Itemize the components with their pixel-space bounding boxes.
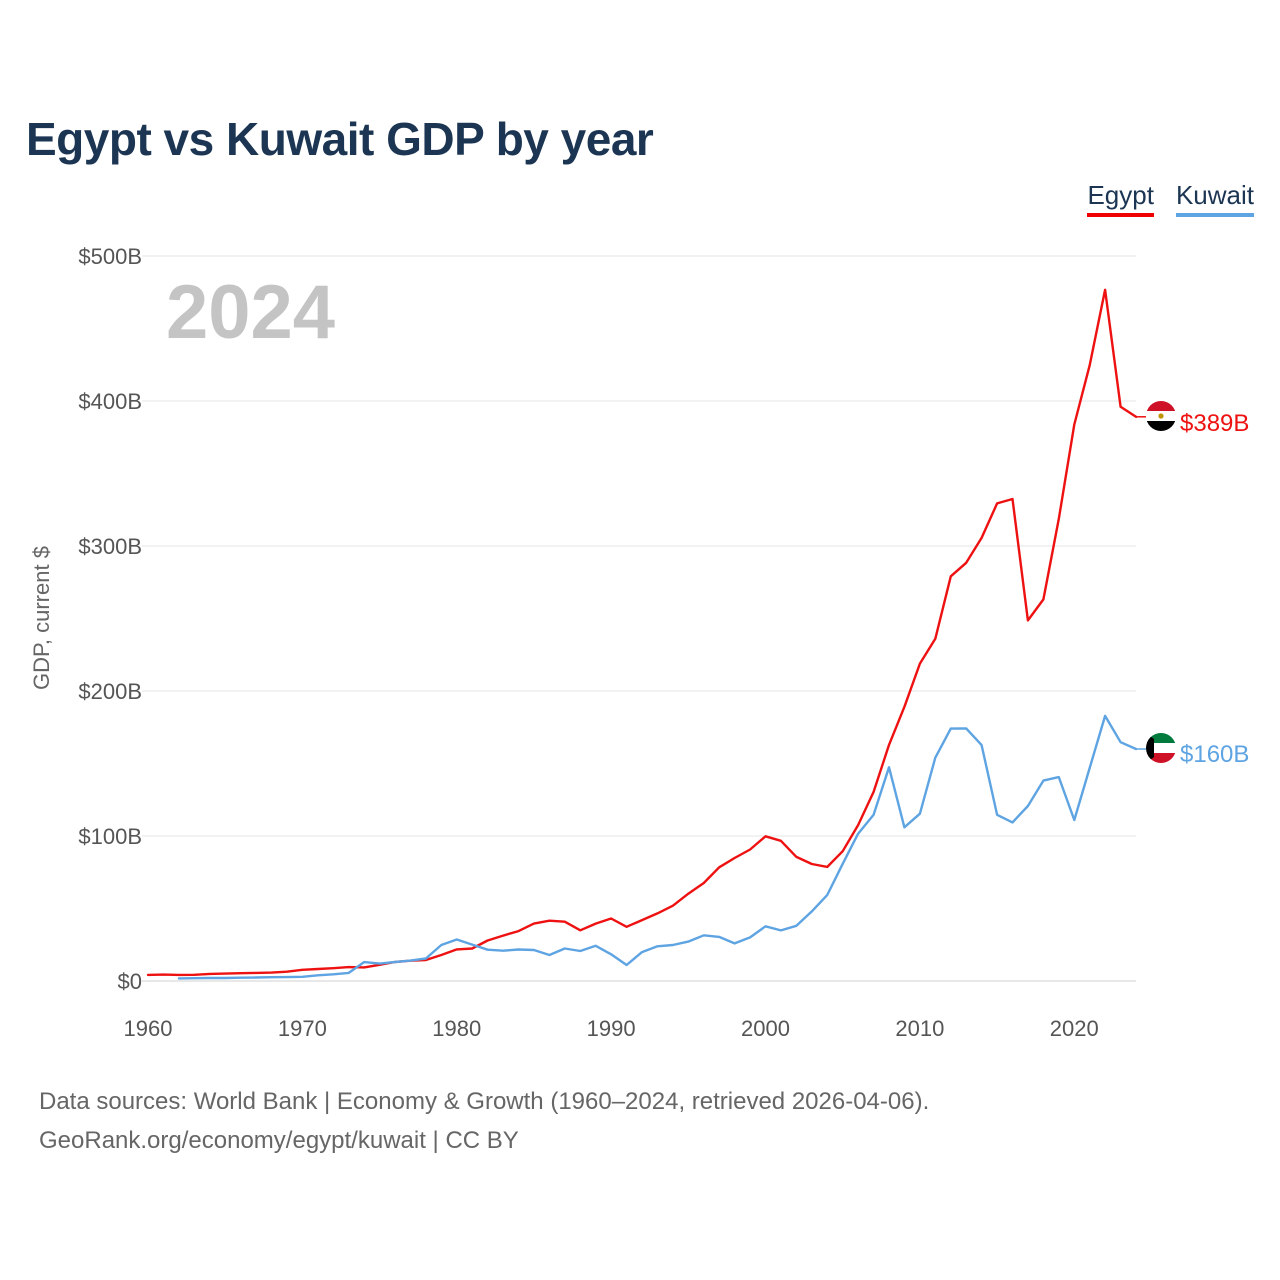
series-line-egypt [146,288,1138,977]
y-tick-label: $100B [78,824,142,849]
year-watermark: 2024 [166,270,335,355]
line-chart: $0 $100B $200B $300B $400B $500B 1960 1970 1980… [29,244,1249,1041]
chart-title: Egypt vs Kuwait GDP by year [26,113,654,165]
source-line-2[interactable]: GeoRank.org/economy/egypt/kuwait | CC BY [39,1127,519,1154]
legend-item-egypt[interactable]: Egypt [1087,180,1154,217]
y-tick-label: $200B [78,679,142,704]
source-note: Data sources: World Bank | Economy & Gro… [39,1082,929,1160]
y-tick-label: $400B [78,389,142,414]
y-tick-label: $500B [78,244,142,269]
series-line-kuwait [177,714,1138,980]
y-axis-title: GDP, current $ [29,546,54,690]
x-axis-ticks: 1960 1970 1980 1990 2000 2010 2020 [124,1016,1099,1041]
y-tick-label: $300B [78,534,142,559]
x-tick-label: 2020 [1050,1016,1099,1041]
x-tick-label: 2010 [895,1016,944,1041]
legend: Egypt Kuwait [1087,180,1254,217]
x-tick-label: 1980 [432,1016,481,1041]
series-lines [146,288,1138,980]
source-line-1: Data sources: World Bank | Economy & Gro… [39,1088,930,1115]
x-tick-label: 1960 [124,1016,173,1041]
x-tick-label: 1970 [278,1016,327,1041]
gridlines [142,255,1136,982]
y-tick-label: $0 [118,969,142,994]
series-endpoints: $389B $160B [1136,410,1249,768]
y-axis-ticks: $0 $100B $200B $300B $400B $500B [78,244,142,994]
end-value-label-kuwait: $160B [1180,741,1249,768]
end-value-label-egypt: $389B [1180,410,1249,437]
x-tick-label: 1990 [587,1016,636,1041]
egypt-flag-icon [1146,401,1176,431]
x-tick-label: 2000 [741,1016,790,1041]
kuwait-flag-icon [1146,733,1176,763]
legend-item-kuwait[interactable]: Kuwait [1175,180,1254,217]
